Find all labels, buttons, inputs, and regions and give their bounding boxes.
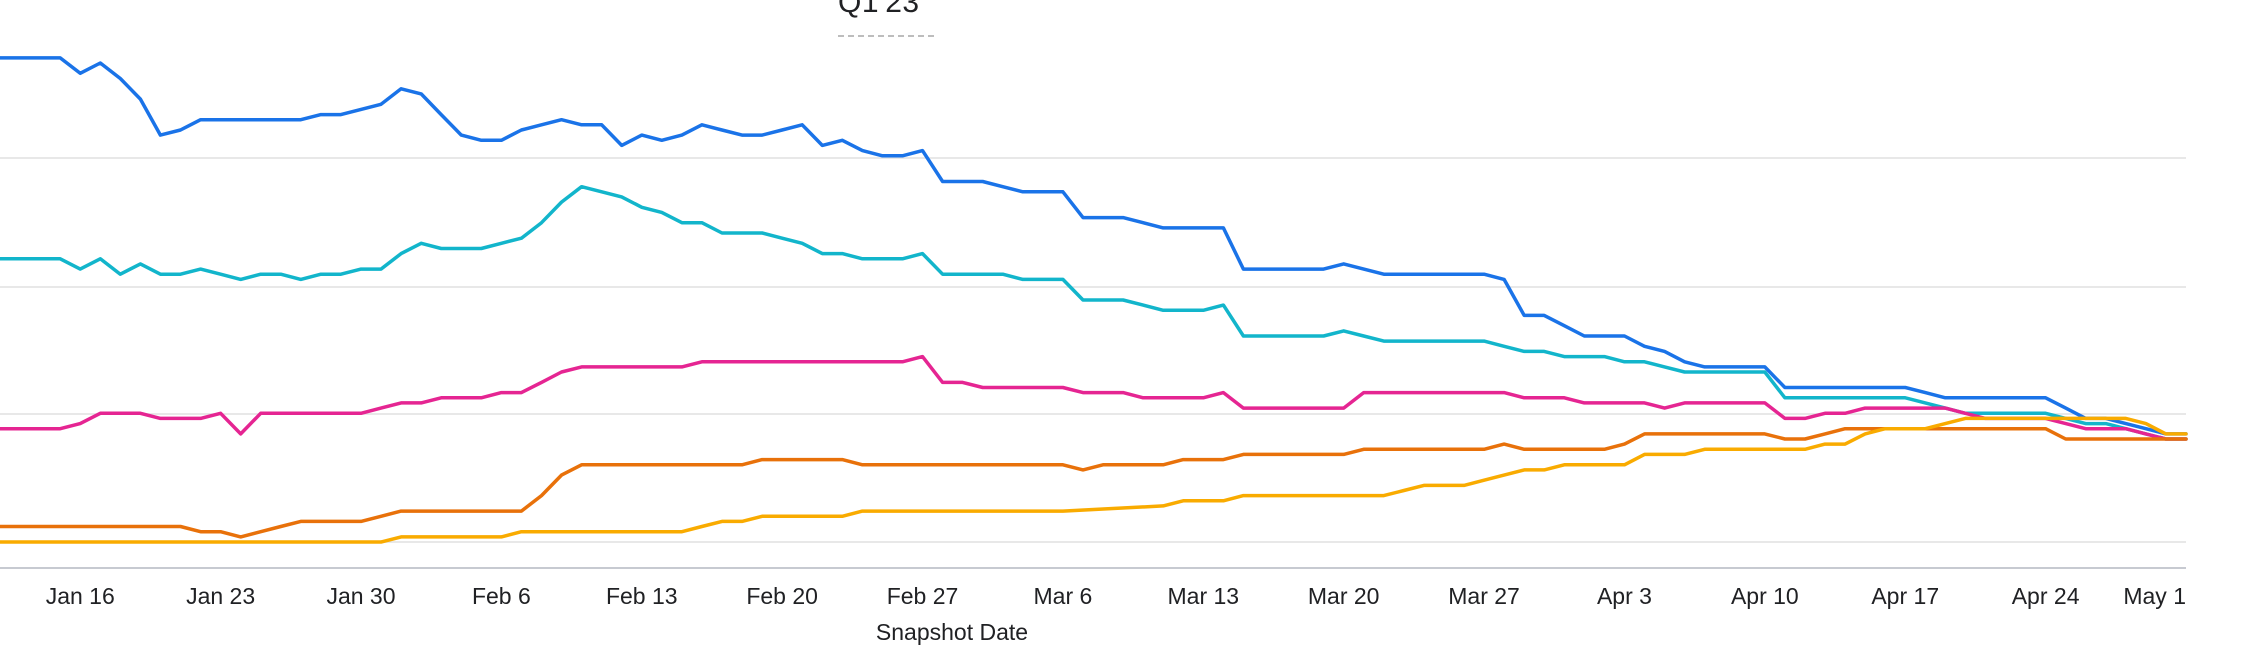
x-tick-label: May 1 — [2123, 583, 2186, 609]
series-line-3 — [0, 354, 2188, 441]
x-axis: Jan 16 Jan 23 Jan 30 Feb 6 Feb 13 Feb 20 Feb 2… — [0, 567, 2186, 609]
series-lines — [0, 56, 2188, 544]
series-line-1 — [0, 56, 2188, 436]
x-tick-label: Mar 6 — [1034, 583, 1093, 609]
series-line-4 — [0, 426, 2188, 539]
x-tick-label: Feb 13 — [606, 583, 678, 609]
series-line-5 — [0, 416, 2188, 544]
chart-title: Q1'23 — [838, 0, 920, 19]
x-tick-label: Apr 17 — [1871, 583, 1939, 609]
series-line-2 — [0, 184, 2188, 441]
title-underline — [838, 35, 934, 37]
x-tick-label: Jan 23 — [186, 583, 255, 609]
x-tick-label: Apr 10 — [1731, 583, 1799, 609]
x-tick-label: Mar 13 — [1168, 583, 1240, 609]
x-tick-label: Apr 3 — [1597, 583, 1652, 609]
x-axis-title: Snapshot Date — [876, 619, 1028, 645]
grid-lines — [0, 157, 2186, 543]
x-tick-label: Jan 16 — [46, 583, 115, 609]
x-tick-label: Feb 27 — [887, 583, 959, 609]
x-tick-label: Feb 20 — [746, 583, 818, 609]
x-tick-label: Feb 6 — [472, 583, 531, 609]
x-tick-label: Mar 27 — [1448, 583, 1520, 609]
x-tick-label: Jan 30 — [326, 583, 395, 609]
x-tick-label: Apr 24 — [2012, 583, 2080, 609]
x-tick-label: Mar 20 — [1308, 583, 1380, 609]
